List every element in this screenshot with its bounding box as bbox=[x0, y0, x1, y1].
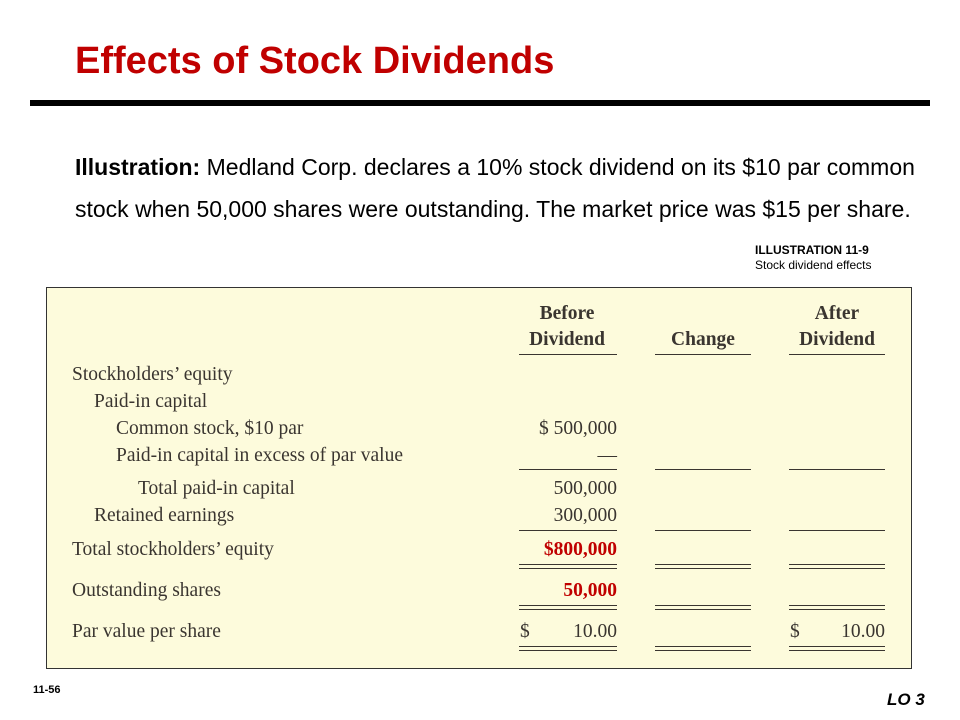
header-before-underline bbox=[519, 354, 617, 355]
learning-objective: LO 3 bbox=[887, 690, 925, 709]
title-underline bbox=[30, 100, 930, 106]
illustration-label: Illustration: bbox=[75, 154, 201, 180]
value-total-se-before: $800,000 bbox=[543, 539, 617, 560]
header-after-dividend: After Dividend bbox=[785, 301, 889, 353]
value-par-after: 10.00 bbox=[841, 621, 885, 642]
illustration-number: ILLUSTRATION 11-9 bbox=[755, 243, 869, 257]
value-common-before: $ 500,000 bbox=[539, 418, 617, 439]
value-retained-earnings-before: 300,000 bbox=[553, 505, 617, 526]
header-change-underline bbox=[655, 354, 751, 355]
row-label-retained-earnings: Retained earnings bbox=[94, 505, 235, 526]
row-label-paid-in-capital: Paid-in capital bbox=[94, 391, 208, 412]
stock-dividend-table: Before Dividend Change After Dividend St… bbox=[46, 287, 912, 669]
header-after-line1: After bbox=[814, 303, 860, 324]
illustration-tag: ILLUSTRATION 11-9 Stock dividend effects bbox=[755, 243, 872, 273]
header-after-line2: Dividend bbox=[799, 329, 875, 350]
rule-excess-after bbox=[789, 469, 885, 470]
double-rule-shares-change bbox=[655, 605, 751, 610]
row-label-total-paid-in-capital: Total paid-in capital bbox=[138, 478, 295, 499]
illustration-text: Illustration: Medland Corp. declares a 1… bbox=[75, 146, 925, 230]
rule-excess-change bbox=[655, 469, 751, 470]
header-change: Change bbox=[671, 329, 735, 350]
rule-re-after bbox=[789, 530, 885, 531]
value-shares-before: 50,000 bbox=[563, 580, 617, 601]
value-par-after-symbol: $ bbox=[790, 621, 800, 642]
header-after-underline bbox=[789, 354, 885, 355]
double-rule-shares-after bbox=[789, 605, 885, 610]
row-label-par-value: Par value per share bbox=[72, 621, 221, 642]
header-before-line1: Before bbox=[539, 303, 595, 324]
value-par-before-symbol: $ bbox=[520, 621, 530, 642]
double-rule-par-change bbox=[655, 646, 751, 651]
double-rule-total-se-change bbox=[655, 564, 751, 569]
row-label-stockholders-equity: Stockholders’ equity bbox=[72, 364, 233, 385]
header-before-line2: Dividend bbox=[529, 329, 605, 350]
value-par-before: 10.00 bbox=[573, 621, 617, 642]
value-excess-before: — bbox=[597, 445, 618, 466]
rule-re-change bbox=[655, 530, 751, 531]
rule-excess-before bbox=[519, 469, 617, 470]
row-label-excess-par: Paid-in capital in excess of par value bbox=[116, 445, 403, 466]
page-number: 11-56 bbox=[33, 684, 61, 696]
row-label-outstanding-shares: Outstanding shares bbox=[72, 580, 221, 601]
double-rule-total-se-after bbox=[789, 564, 885, 569]
row-label-total-stockholders-equity: Total stockholders’ equity bbox=[72, 539, 274, 560]
illustration-caption: Stock dividend effects bbox=[755, 258, 872, 272]
double-rule-par-before bbox=[519, 646, 617, 651]
double-rule-par-after bbox=[789, 646, 885, 651]
double-rule-shares-before bbox=[519, 605, 617, 610]
double-rule-total-se-before bbox=[519, 564, 617, 569]
illustration-description: Medland Corp. declares a 10% stock divid… bbox=[75, 154, 915, 222]
header-before-dividend: Before Dividend bbox=[517, 301, 617, 353]
rule-re-before bbox=[519, 530, 617, 531]
value-total-pic-before: 500,000 bbox=[553, 478, 617, 499]
row-label-common-stock: Common stock, $10 par bbox=[116, 418, 304, 439]
slide-title: Effects of Stock Dividends bbox=[75, 40, 555, 82]
